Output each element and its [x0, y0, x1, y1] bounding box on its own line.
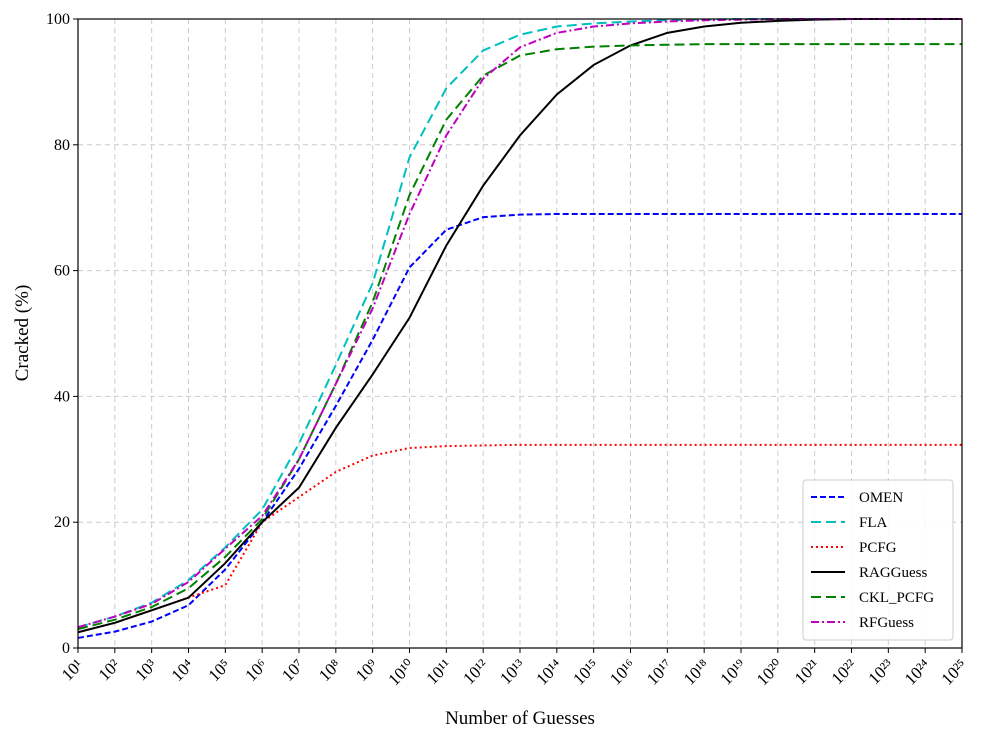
x-tick-label: 10²⁴: [901, 655, 934, 688]
x-tick-label: 10⁴: [168, 655, 198, 685]
x-tick-label: 10¹⁶: [606, 655, 639, 688]
legend-label: CKL_PCFG: [859, 590, 934, 606]
y-tick-label: 100: [46, 11, 70, 28]
legend-label: OMEN: [859, 490, 903, 506]
x-tick-label: 10¹⁷: [643, 655, 676, 688]
x-tick-label: 10¹¹: [422, 655, 455, 688]
legend-label: RFGuess: [859, 615, 914, 631]
x-tick-label: 10¹³: [496, 655, 529, 688]
x-tick-label: 10¹⁰: [384, 655, 418, 689]
x-tick-label: 10⁷: [278, 655, 308, 685]
x-tick-label: 10⁵: [205, 655, 235, 685]
legend-label: FLA: [859, 515, 888, 531]
series-line: [77, 212, 962, 639]
x-tick-label: 10¹⁵: [569, 655, 602, 688]
x-tick-label: 10¹²: [459, 655, 492, 688]
legend-label: PCFG: [859, 540, 897, 556]
y-axis-label: Cracked (%): [12, 285, 33, 382]
series-line: [77, 43, 962, 631]
x-tick-label: 10²²: [828, 655, 861, 688]
x-tick-label: 10⁸: [315, 655, 345, 685]
y-tick-label: 80: [54, 137, 70, 154]
x-tick-label: 10¹⁸: [680, 655, 713, 688]
legend-label: RAGGuess: [859, 565, 927, 581]
y-tick-label: 40: [54, 388, 70, 405]
x-tick-label: 10⁶: [241, 655, 271, 685]
x-tick-label: 10²¹: [791, 655, 824, 688]
x-tick-label: 10¹: [58, 655, 87, 684]
x-tick-label: 10²: [95, 655, 124, 684]
y-tick-label: 60: [54, 263, 70, 280]
x-tick-label: 10²⁵: [938, 655, 971, 688]
x-tick-label: 10²³: [864, 655, 897, 688]
x-tick-label: 10³: [131, 655, 160, 684]
x-tick-label: 10⁹: [352, 655, 382, 685]
legend-box: [802, 479, 954, 641]
x-tick-label: 10¹⁹: [717, 655, 750, 688]
plot-frame: [77, 18, 963, 649]
x-tick-label: 10¹⁴: [532, 655, 565, 688]
series-line: [77, 443, 962, 634]
x-tick-label: 10²⁰: [753, 655, 787, 689]
y-tick-label: 20: [54, 514, 70, 531]
x-axis-label: Number of Guesses: [445, 708, 595, 729]
y-tick-label: 0: [62, 640, 70, 657]
